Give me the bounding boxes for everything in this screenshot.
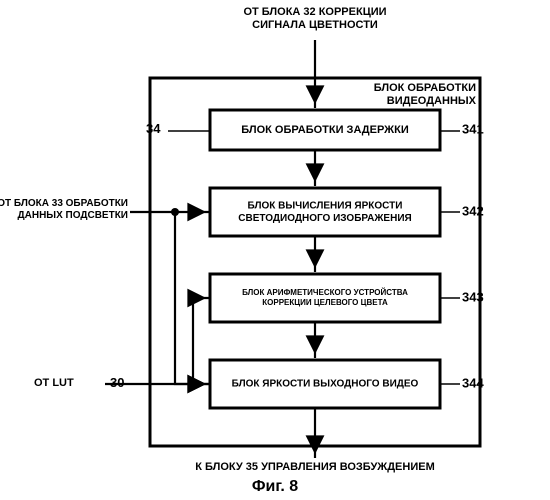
node-label: БЛОК АРИФМЕТИЧЕСКОГО УСТРОЙСТВА	[242, 288, 408, 297]
figure-label: Фиг. 8	[0, 478, 550, 496]
lut-id: 30	[110, 376, 124, 391]
node-id: 344	[462, 375, 484, 390]
left-input-backlight: ОТ БЛОКА 33 ОБРАБОТКИ ДАННЫХ ПОДСВЕТКИ	[0, 198, 128, 221]
node-label: БЛОК ВЫЧИСЛЕНИЯ ЯРКОСТИ	[248, 200, 403, 211]
left-input-lut: ОТ LUT	[34, 377, 74, 390]
node-id: 341	[462, 121, 484, 136]
node-id: 342	[462, 203, 484, 218]
node-label: КОРРЕКЦИИ ЦЕЛЕВОГО ЦВЕТА	[262, 298, 388, 307]
node-id: 343	[462, 289, 484, 304]
node-label: БЛОК ЯРКОСТИ ВЫХОДНОГО ВИДЕО	[232, 379, 419, 390]
bottom-output-label: К БЛОКУ 35 УПРАВЛЕНИЯ ВОЗБУЖДЕНИЕМ	[120, 461, 510, 474]
diagram-canvas: БЛОК ОБРАБОТКИ ЗАДЕРЖКИ 341 БЛОК ВЫЧИСЛЕНИ…	[0, 0, 550, 500]
container-title: БЛОК ОБРАБОТКИ ВИДЕОДАННЫХ	[356, 82, 476, 107]
junction-dot	[189, 380, 197, 388]
junction-dot	[171, 208, 179, 216]
container-id: 34	[146, 122, 160, 137]
node-label: СВЕТОДИОДНОГО ИЗОБРАЖЕНИЯ	[238, 213, 411, 224]
node-label: БЛОК ОБРАБОТКИ ЗАДЕРЖКИ	[241, 124, 409, 136]
top-input-label: ОТ БЛОКА 32 КОРРЕКЦИИ СИГНАЛА ЦВЕТНОСТИ	[190, 6, 440, 31]
routed-arrow	[193, 298, 210, 384]
